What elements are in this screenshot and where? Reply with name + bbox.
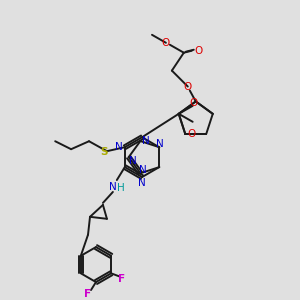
Text: O: O [187,129,195,139]
Text: O: O [184,82,192,92]
Text: N: N [138,178,146,188]
Text: N: N [109,182,117,192]
Text: N: N [140,165,147,175]
Text: O: O [195,46,203,56]
Text: H: H [117,183,125,193]
Text: O: O [190,98,198,108]
Text: N: N [156,139,164,149]
Text: N: N [129,156,136,166]
Text: O: O [162,38,170,48]
Text: S: S [100,147,108,157]
Text: N: N [142,136,150,146]
Text: F: F [85,289,92,299]
Text: F: F [118,274,124,284]
Text: N: N [115,142,123,152]
